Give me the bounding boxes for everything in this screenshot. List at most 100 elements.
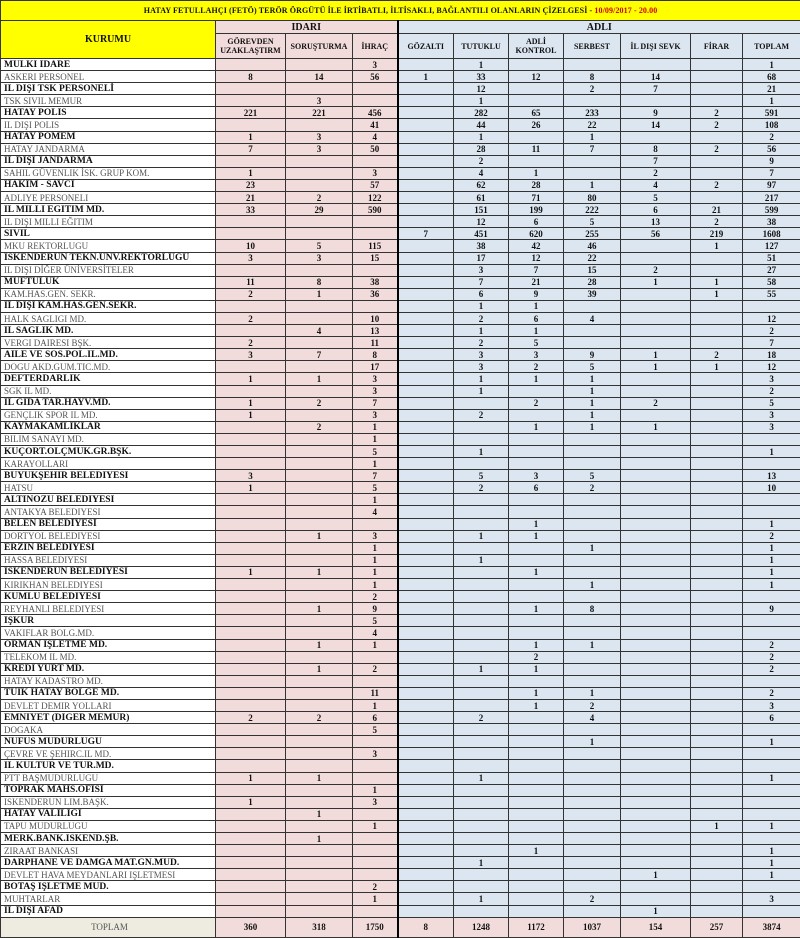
kurum-name: HATSU	[0, 481, 216, 495]
kurum-name: SIVIL	[0, 227, 216, 241]
cell-serbest: 22	[563, 251, 621, 265]
cell-sorusturma: 5	[285, 239, 353, 253]
cell-sorusturma	[285, 578, 353, 592]
kurum-name: KUMLU BELEDIYESI	[0, 590, 216, 604]
cell-ihrac: 8	[352, 348, 398, 362]
cell-gozalti	[396, 57, 454, 72]
cell-serbest: 1	[563, 384, 621, 398]
cell-serbest	[563, 336, 621, 350]
cell-gozalti	[396, 493, 454, 507]
cell-il-disi-sevk: 1	[620, 360, 691, 374]
cell-tutuklu: 44	[453, 118, 509, 132]
cell-toplam	[741, 795, 800, 809]
cell-firar	[690, 698, 743, 713]
cell-toplam: 21	[741, 82, 800, 96]
cell-sorusturma: 3	[285, 142, 353, 156]
cell-il-disi-sevk	[620, 130, 691, 144]
table-row: NUFUS MUDURLUGU 1 1	[0, 735, 800, 749]
cell-serbest	[563, 432, 621, 447]
cell-ihrac	[352, 263, 398, 277]
cell-gozalti	[396, 892, 454, 906]
cell-gorevden: 10	[215, 239, 286, 253]
cell-serbest	[563, 457, 621, 471]
table-row: IŞKUR 5	[0, 614, 800, 628]
cell-tutuklu: 151	[453, 203, 509, 217]
cell-gozalti	[396, 578, 454, 592]
kurum-name: IL DIŞI DİĞER ÜNİVERSİTELER	[0, 263, 216, 277]
cell-firar: 2	[690, 142, 743, 156]
cell-firar: 257	[690, 916, 743, 938]
cell-ihrac: 50	[352, 142, 398, 156]
cell-adli-kontrol	[508, 819, 564, 834]
cell-gozalti	[396, 650, 454, 664]
cell-gozalti	[396, 324, 454, 338]
cell-tutuklu: 12	[453, 215, 509, 229]
cell-gorevden: 1	[215, 795, 286, 809]
cell-tutuklu	[453, 747, 509, 761]
kurum-name: DEFTERDARLIK	[0, 372, 216, 386]
cell-adli-kontrol	[508, 735, 564, 749]
table-row: MUFTULUK 11 8 38 7 21 28 1 1 58	[0, 275, 800, 289]
cell-firar	[690, 662, 743, 676]
cell-sorusturma	[285, 57, 353, 72]
cell-toplam: 9	[741, 154, 800, 168]
cell-adli-kontrol: 3	[508, 469, 564, 483]
cell-tutuklu: 33	[453, 70, 509, 84]
cell-tutuklu	[453, 880, 509, 894]
cell-toplam	[741, 783, 800, 797]
cell-ihrac: 10	[352, 311, 398, 326]
cell-sorusturma: 7	[285, 348, 353, 362]
cell-gorevden	[215, 590, 286, 604]
cell-adli-kontrol: 2	[508, 360, 564, 374]
kurum-name: IL KULTUR VE TUR.MD.	[0, 759, 216, 773]
cell-gorevden	[215, 638, 286, 652]
cell-gorevden: 23	[215, 178, 286, 193]
cell-sorusturma	[285, 698, 353, 713]
cell-tutuklu: 17	[453, 251, 509, 265]
cell-toplam: 7	[741, 166, 800, 180]
cell-gozalti	[396, 178, 454, 193]
kurum-name: HATAY KADASTRO MD.	[0, 674, 216, 688]
cell-firar	[690, 94, 743, 108]
cell-gozalti	[396, 819, 454, 834]
kurum-name: IL DIŞI MILLI EĞITIM	[0, 215, 216, 229]
kurum-name: IL SAGLIK MD.	[0, 324, 216, 338]
cell-firar	[690, 795, 743, 809]
cell-gorevden: 3	[215, 348, 286, 362]
cell-serbest	[563, 299, 621, 313]
cell-firar	[690, 856, 743, 870]
cell-gozalti	[396, 408, 454, 422]
kurum-name: MULKI IDARE	[0, 57, 216, 72]
cell-firar: 1	[690, 819, 743, 834]
cell-serbest	[563, 747, 621, 761]
cell-sorusturma	[285, 819, 353, 834]
kurum-name: MKU REKTORLUGU	[0, 239, 216, 253]
cell-sorusturma: 8	[285, 275, 353, 289]
cell-ihrac: 115	[352, 239, 398, 253]
cell-il-disi-sevk	[620, 517, 691, 531]
cell-adli-kontrol: 1172	[508, 916, 564, 938]
cell-sorusturma	[285, 868, 353, 882]
cell-il-disi-sevk: 2	[620, 263, 691, 277]
cell-gorevden	[215, 723, 286, 737]
cell-gorevden	[215, 154, 286, 168]
kurum-name: NUFUS MUDURLUGU	[0, 735, 216, 749]
cell-toplam: 2	[741, 662, 800, 676]
table-row: HATAY KADASTRO MD.	[0, 674, 800, 688]
cell-il-disi-sevk	[620, 444, 691, 459]
table-title: HATAY FETULLAHÇI (FETÖ) TERÖR ÖRGÜTÜ İLE…	[0, 0, 800, 21]
column-header: SERBEST	[563, 33, 621, 59]
cell-firar	[690, 541, 743, 555]
cell-gozalti	[396, 432, 454, 447]
cell-gozalti	[396, 807, 454, 821]
cell-tutuklu: 4	[453, 166, 509, 180]
cell-firar	[690, 614, 743, 628]
cell-gozalti	[396, 626, 454, 640]
cell-tutuklu	[453, 638, 509, 652]
kurum-name: IL DIŞI TSK PERSONELİ	[0, 82, 216, 96]
table-row: PTT BAŞMUDURLUGU 1 1 1 1	[0, 771, 800, 785]
cell-adli-kontrol: 1	[508, 517, 564, 531]
cell-gorevden: 3	[215, 251, 286, 265]
cell-firar	[690, 481, 743, 495]
cell-gozalti: 8	[396, 916, 454, 938]
